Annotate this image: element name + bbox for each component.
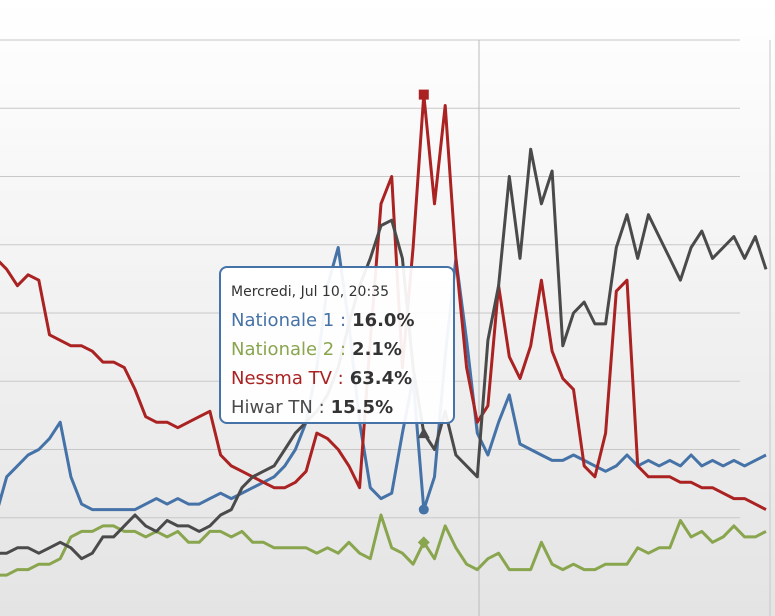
tooltip-row-nationale-2: Nationale 2 :2.1% [231,335,443,364]
tooltip-row-hiwar-tn: Hiwar TN :15.5% [231,393,443,422]
marker-hiwar-tn [417,427,430,439]
tooltip-label: Nationale 2 : [231,339,347,360]
tooltip-date: Mercredi, Jul 10, 20:35 [231,284,389,300]
tooltip: Mercredi, Jul 10, 20:35 Nationale 1 :16.… [219,266,455,424]
tooltip-value: 63.4% [349,368,413,389]
marker-nationale-2 [417,536,430,549]
series-line-nessma-tv[interactable] [0,93,767,511]
marker-nationale-1 [418,504,429,515]
tooltip-value: 2.1% [352,339,402,360]
tooltip-label: Hiwar TN : [231,397,325,418]
series-line-hiwar-tn[interactable] [0,147,768,561]
series-line-nationale-2[interactable] [0,513,767,577]
tooltip-value: 15.5% [330,397,394,418]
tooltip-row-nationale-1: Nationale 1 :16.0% [231,306,443,335]
tooltip-label: Nessma TV : [231,368,344,389]
marker-nessma-tv [418,89,429,100]
tooltip-value: 16.0% [352,310,415,331]
hover-markers [417,89,430,549]
series-lines[interactable] [0,93,768,577]
tooltip-label: Nationale 1 : [231,310,347,331]
tooltip-row-nessma-tv: Nessma TV :63.4% [231,364,443,393]
